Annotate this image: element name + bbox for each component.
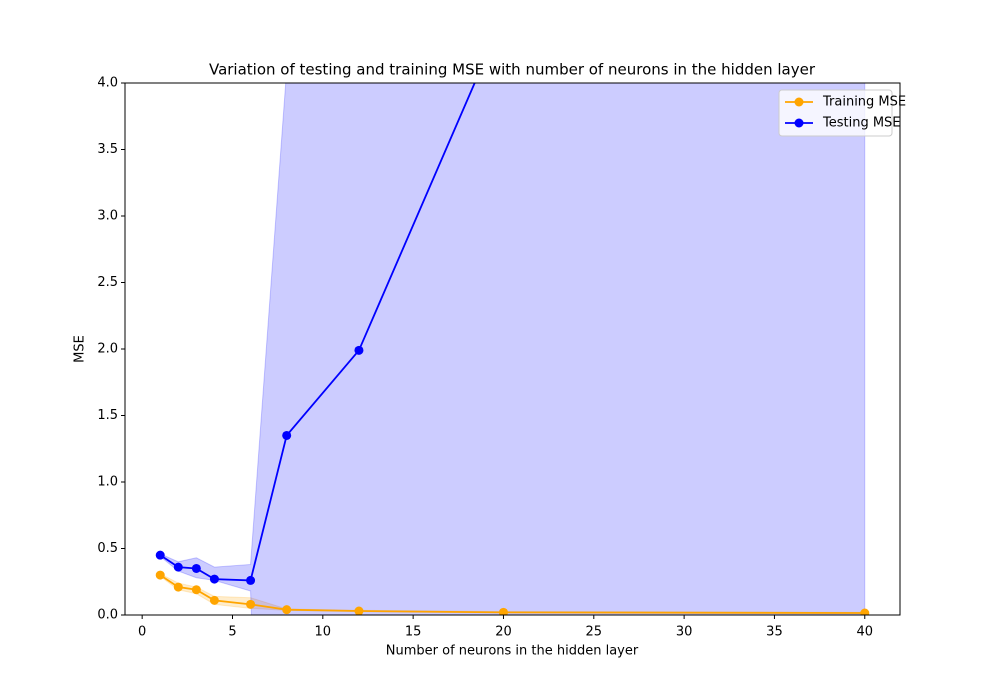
y-tick-label: 2.0 xyxy=(97,342,118,357)
data-point xyxy=(155,550,165,560)
x-tick-label: 10 xyxy=(315,625,332,640)
x-tick-label: 5 xyxy=(228,625,236,640)
data-point xyxy=(155,570,165,580)
x-tick-label: 35 xyxy=(766,625,783,640)
data-point xyxy=(209,595,219,605)
data-point xyxy=(354,606,364,615)
plot-area xyxy=(155,12,870,615)
data-point xyxy=(173,562,183,572)
data-point xyxy=(246,575,256,585)
data-point xyxy=(498,607,508,615)
legend: Training MSE Testing MSE xyxy=(778,89,906,137)
y-tick-label: 2.5 xyxy=(97,275,118,290)
legend-marker xyxy=(794,97,804,107)
x-tick-label: 15 xyxy=(405,625,422,640)
y-tick-label: 3.5 xyxy=(97,142,118,157)
x-tick-label: 0 xyxy=(138,625,146,640)
data-point xyxy=(860,608,870,615)
legend-label: Testing MSE xyxy=(822,116,901,131)
data-point xyxy=(354,345,364,355)
y-tick-label: 1.0 xyxy=(97,475,118,490)
legend-marker xyxy=(794,118,804,128)
error-band xyxy=(159,83,866,615)
data-point xyxy=(209,574,219,584)
x-tick-label: 25 xyxy=(586,625,603,640)
y-tick-label: 0.5 xyxy=(97,541,118,556)
y-tick-label: 0.0 xyxy=(97,608,118,623)
data-point xyxy=(282,430,292,440)
data-point xyxy=(173,582,183,592)
y-tick-label: 4.0 xyxy=(97,76,118,91)
chart-title: Variation of testing and training MSE wi… xyxy=(209,61,816,79)
data-point xyxy=(191,585,201,595)
y-tick-label: 1.5 xyxy=(97,408,118,423)
legend-label: Training MSE xyxy=(822,95,906,110)
y-tick-label: 3.0 xyxy=(97,209,118,224)
x-tick-label: 30 xyxy=(676,625,693,640)
data-point xyxy=(246,599,256,609)
x-tick-label: 20 xyxy=(495,625,512,640)
axes: 0 5 10 15 20 25 30 35 40 0.0 0.5 1.0 1.5 2.0 2.5 3.0 3.5… xyxy=(97,76,906,640)
x-tick-label: 40 xyxy=(856,625,873,640)
y-axis-label: MSE xyxy=(73,335,88,363)
data-point xyxy=(282,605,292,615)
data-point xyxy=(499,12,508,21)
data-point xyxy=(191,563,201,573)
x-axis-label: Number of neurons in the hidden layer xyxy=(386,644,639,659)
